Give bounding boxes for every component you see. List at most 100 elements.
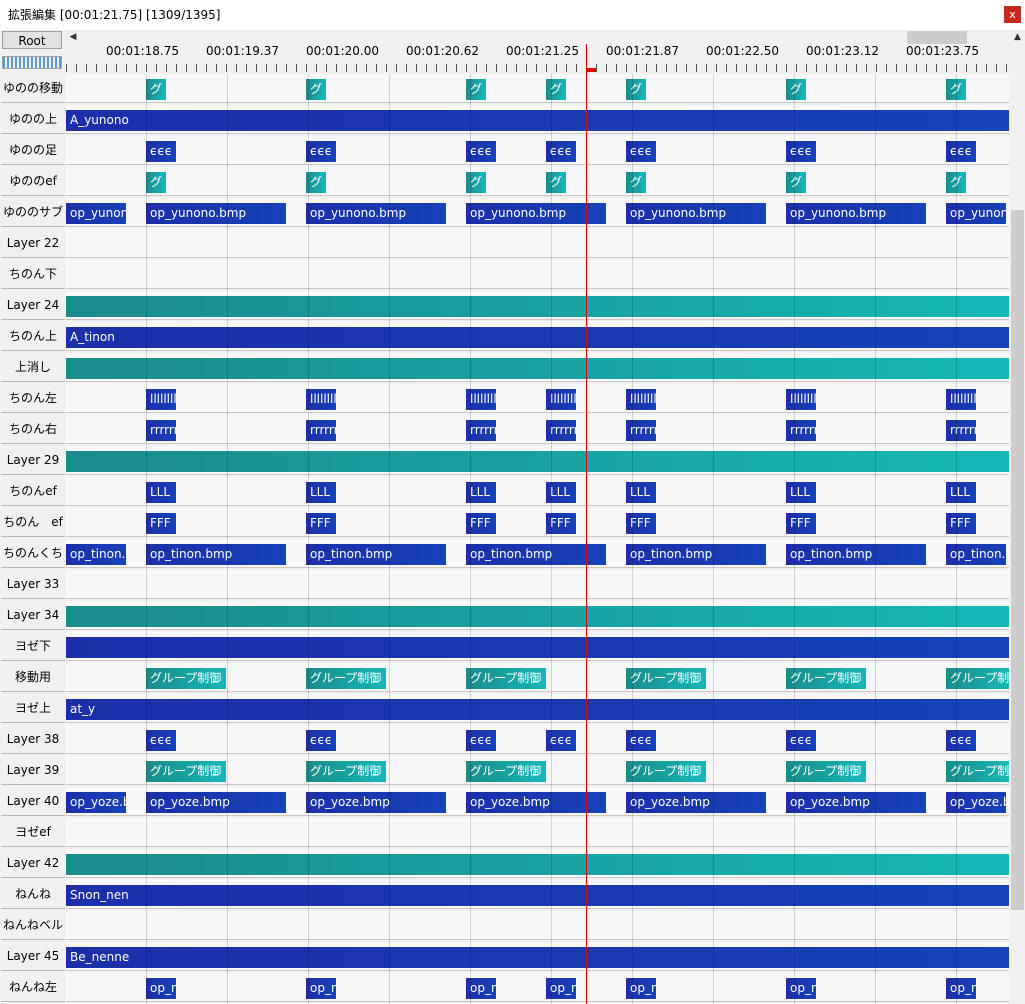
- timeline-object[interactable]: LLL: [786, 482, 816, 503]
- timeline-object[interactable]: op_yoze.bmp: [786, 792, 926, 813]
- timeline-object[interactable]: ϵϵϵ: [946, 141, 976, 162]
- timeline-object[interactable]: [66, 637, 1009, 658]
- layer-label[interactable]: ねんね: [1, 880, 65, 909]
- layer-label[interactable]: 移動用: [1, 663, 65, 692]
- timeline-object[interactable]: llllllll: [546, 389, 576, 410]
- close-button[interactable]: x: [1004, 6, 1021, 23]
- layer-track[interactable]: グググググググ: [66, 74, 1009, 103]
- timeline-object[interactable]: op_yoze.bmp: [466, 792, 606, 813]
- playhead-marker[interactable]: [586, 68, 596, 72]
- timeline-object[interactable]: LLL: [466, 482, 496, 503]
- layer-label[interactable]: Layer 39: [1, 756, 65, 785]
- layer-track[interactable]: op_yoze.bmp op_yoze.bmp op_yoze.bmp op_yoze…: [66, 787, 1009, 816]
- layer-track[interactable]: グループ制御 グループ制御 グループ制御 グループ制御 グループ制御 グループ制御: [66, 663, 1009, 692]
- layer-label[interactable]: ちのん下: [1, 260, 65, 289]
- layer-track[interactable]: [66, 601, 1009, 630]
- timeline-object[interactable]: op_yoze.bmp: [306, 792, 446, 813]
- layer-track[interactable]: [66, 353, 1009, 382]
- timeline-object[interactable]: LLL: [146, 482, 176, 503]
- layer-label[interactable]: ゆのの足: [1, 136, 65, 165]
- timeline-object[interactable]: グ: [466, 79, 486, 100]
- layer-label[interactable]: ゆののサブ: [1, 198, 65, 227]
- timeline-object[interactable]: ϵϵϵ: [786, 730, 816, 751]
- layer-track[interactable]: [66, 818, 1009, 847]
- layer-track[interactable]: [66, 911, 1009, 940]
- layer-track[interactable]: Snon_nen: [66, 880, 1009, 909]
- zoom-slider[interactable]: [2, 56, 62, 69]
- timeline-object[interactable]: グ: [786, 172, 806, 193]
- timeline-object[interactable]: op_yunono.bmp: [66, 203, 126, 224]
- layer-label[interactable]: Layer 29: [1, 446, 65, 475]
- layer-track[interactable]: FFF FFF FFF FFF FFF FFF FFF: [66, 508, 1009, 537]
- timeline-object[interactable]: llllllll: [146, 389, 176, 410]
- timeline-object[interactable]: llllllll: [306, 389, 336, 410]
- timeline-object[interactable]: ϵϵϵ: [626, 730, 656, 751]
- timeline-object[interactable]: ϵϵϵ: [306, 141, 336, 162]
- layer-label[interactable]: ヨゼef: [1, 818, 65, 847]
- layer-label[interactable]: ちのん ef: [1, 508, 65, 537]
- timeline-object[interactable]: [66, 606, 1009, 627]
- timeline-object[interactable]: op_tinon.bmp: [786, 544, 926, 565]
- scroll-up-icon[interactable]: ▲: [1014, 32, 1021, 42]
- timeline-object[interactable]: LLL: [546, 482, 576, 503]
- timeline-object[interactable]: op_yunono.bmp: [946, 203, 1006, 224]
- timeline-object[interactable]: [66, 358, 1009, 379]
- layer-track[interactable]: グググググググ: [66, 167, 1009, 196]
- timeline-object[interactable]: op_yoze.bmp: [626, 792, 766, 813]
- layer-track[interactable]: [66, 260, 1009, 289]
- layer-track[interactable]: [66, 570, 1009, 599]
- timeline-object[interactable]: A_tinon: [66, 327, 1009, 348]
- timeline-object[interactable]: LLL: [626, 482, 656, 503]
- layer-track[interactable]: Be_nenne: [66, 942, 1009, 971]
- timeline-object[interactable]: op_nenne: [146, 978, 176, 999]
- timeline-object[interactable]: llllllll: [466, 389, 496, 410]
- layer-track[interactable]: [66, 446, 1009, 475]
- timeline-object[interactable]: op_yoze.bmp: [146, 792, 286, 813]
- timeline-object[interactable]: グ: [946, 172, 966, 193]
- timeline-object[interactable]: グ: [146, 79, 166, 100]
- timeline-object[interactable]: グ: [546, 79, 566, 100]
- timeline-object[interactable]: グ: [306, 79, 326, 100]
- layer-label[interactable]: ちのん左: [1, 384, 65, 413]
- timeline-object[interactable]: ϵϵϵ: [546, 730, 576, 751]
- timeline-object[interactable]: ϵϵϵ: [466, 141, 496, 162]
- timeline-object[interactable]: グループ制御: [626, 668, 706, 689]
- layer-label[interactable]: ゆのの上: [1, 105, 65, 134]
- layer-label[interactable]: ねんね左: [1, 973, 65, 1002]
- timeline-object[interactable]: FFF: [146, 513, 176, 534]
- layer-label[interactable]: Layer 22: [1, 229, 65, 258]
- timeline-object[interactable]: llllllll: [626, 389, 656, 410]
- timeline-object[interactable]: op_nenne: [626, 978, 656, 999]
- timeline-object[interactable]: Snon_nen: [66, 885, 1009, 906]
- timeline-object[interactable]: [66, 296, 1009, 317]
- timeline-object[interactable]: op_yunono.bmp: [626, 203, 766, 224]
- timeline-object[interactable]: op_tinon.bmp: [66, 544, 126, 565]
- timeline-object[interactable]: op_tinon.bmp: [626, 544, 766, 565]
- layer-label[interactable]: ヨゼ下: [1, 632, 65, 661]
- layer-track[interactable]: ϵϵϵ ϵϵϵ ϵϵϵ ϵϵϵ ϵϵϵ ϵϵϵ ϵϵϵ: [66, 725, 1009, 754]
- timeline-object[interactable]: グループ制御: [786, 761, 866, 782]
- layer-track[interactable]: LLL LLL LLL LLL LLL LLL LLL: [66, 477, 1009, 506]
- layer-label[interactable]: Layer 42: [1, 849, 65, 878]
- layer-track[interactable]: A_yunono: [66, 105, 1009, 134]
- timeline-object[interactable]: op_yunono.bmp: [306, 203, 446, 224]
- layer-label[interactable]: ゆのの移動: [1, 74, 65, 103]
- timeline-object[interactable]: グ: [306, 172, 326, 193]
- layer-track[interactable]: op_nenne op_nenne op_nenne op_nenne op_nenne…: [66, 973, 1009, 1002]
- vertical-scroll-thumb[interactable]: [1011, 210, 1024, 910]
- layer-label[interactable]: ヨゼ上: [1, 694, 65, 723]
- root-button[interactable]: Root: [2, 31, 62, 49]
- layer-label[interactable]: Layer 40: [1, 787, 65, 816]
- timeline-object[interactable]: グループ制御: [466, 761, 546, 782]
- timeline-object[interactable]: グ: [786, 79, 806, 100]
- timeline-object[interactable]: llllllll: [786, 389, 816, 410]
- timeline-object[interactable]: ϵϵϵ: [946, 730, 976, 751]
- layer-track[interactable]: [66, 849, 1009, 878]
- timeline-object[interactable]: グ: [466, 172, 486, 193]
- timeline-object[interactable]: グループ制御: [466, 668, 546, 689]
- layer-track[interactable]: llllllll llllllll llllllll llllllll llllllll…: [66, 384, 1009, 413]
